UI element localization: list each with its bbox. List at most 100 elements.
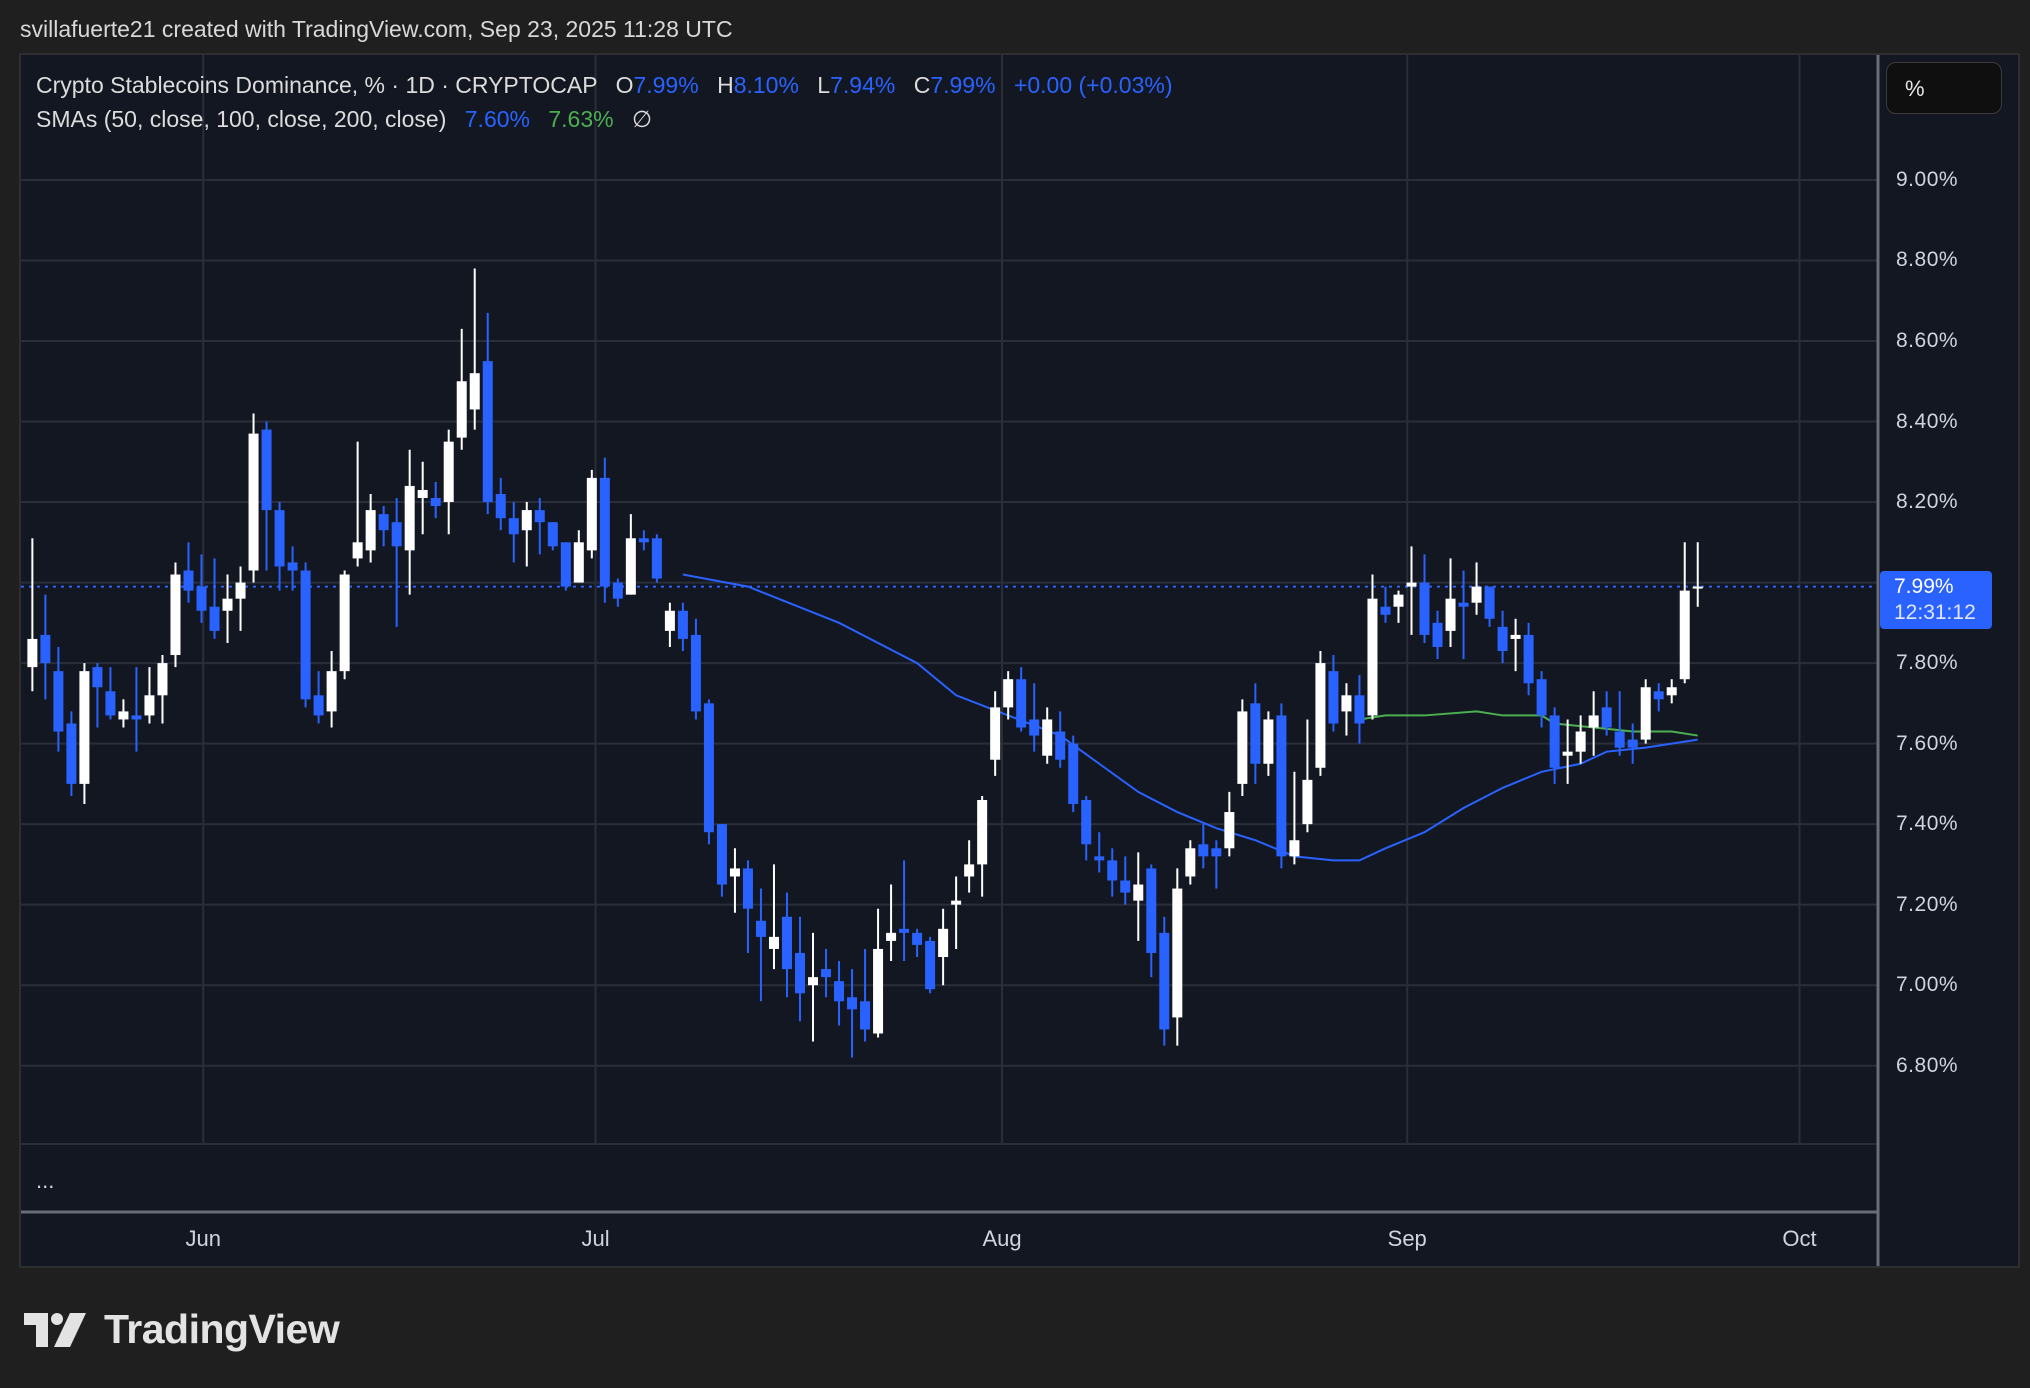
candle-up <box>144 695 155 716</box>
time-tick-label: Sep <box>1387 1226 1427 1251</box>
candle-down <box>1211 848 1222 857</box>
candle-down <box>313 695 324 716</box>
candle-down <box>1601 707 1612 728</box>
price-tick-label: 7.60% <box>1896 731 1959 755</box>
candle-down <box>1458 602 1469 607</box>
candle-down <box>690 634 701 712</box>
price-tick-label: 8.60% <box>1896 328 1959 352</box>
pane-menu-button[interactable]: ... <box>36 1168 55 1193</box>
candle-up <box>326 671 337 712</box>
sma-legend: SMAs (50, close, 100, close, 200, close)… <box>36 106 652 133</box>
candle-up <box>365 510 376 551</box>
tradingview-wordmark: TradingView <box>104 1306 340 1352</box>
candle-up <box>222 598 233 611</box>
tradingview-logo-icon <box>24 1312 86 1347</box>
candle-up <box>886 932 897 941</box>
candle-down <box>1081 799 1092 845</box>
candle-up <box>1133 884 1144 901</box>
candle-up <box>469 373 480 410</box>
candle-down <box>612 582 623 599</box>
candle-down <box>560 542 571 587</box>
candle-down <box>1497 626 1508 652</box>
candle-up <box>248 433 259 571</box>
candle-down <box>300 570 311 700</box>
candle-down <box>1523 634 1534 684</box>
candle-up <box>808 977 819 986</box>
candle-down <box>1055 731 1066 760</box>
price-tick-label: 8.40% <box>1896 409 1959 433</box>
candle-down <box>742 868 753 909</box>
time-tick-label: Oct <box>1782 1226 1817 1251</box>
candle-down <box>651 538 662 579</box>
candle-down <box>1107 860 1118 881</box>
candle-down <box>847 997 858 1010</box>
candle-up <box>1315 663 1326 768</box>
candle-down <box>66 723 77 784</box>
unit-toggle-button[interactable]: % <box>1886 62 2002 114</box>
price-tick-label: 7.40% <box>1896 812 1959 836</box>
candle-down <box>209 606 220 631</box>
candle-down <box>1250 703 1261 764</box>
open-label: O <box>615 72 634 98</box>
chart-caption: svillafuerte21 created with TradingView.… <box>20 16 733 42</box>
candle-up <box>1406 582 1417 587</box>
price-tick-label: 7.00% <box>1896 973 1959 997</box>
candle-down <box>821 969 832 978</box>
candle-down <box>638 538 649 543</box>
symbol-title[interactable]: Crypto Stablecoins Dominance, % · 1D · C… <box>36 72 598 98</box>
candle-up <box>1185 848 1196 877</box>
candle-down <box>755 920 766 937</box>
candle-up <box>1263 719 1274 764</box>
candle-down <box>196 586 207 611</box>
candle-up <box>964 864 975 877</box>
price-tick-label: 6.80% <box>1896 1053 1959 1077</box>
low-value: 7.94% <box>830 72 896 98</box>
candle-up <box>1679 590 1690 680</box>
candle-down <box>92 667 103 688</box>
candle-down <box>1484 586 1495 619</box>
candle-down <box>534 510 545 523</box>
candle-up <box>1471 586 1482 603</box>
candle-down <box>677 610 688 639</box>
candle-down <box>53 671 64 732</box>
candle-up <box>443 441 454 503</box>
candle-up <box>118 711 129 720</box>
open-value: 7.99% <box>633 72 699 98</box>
candle-down <box>899 928 910 933</box>
sma-title[interactable]: SMAs (50, close, 100, close, 200, close) <box>36 106 447 132</box>
candle-down <box>1328 671 1339 724</box>
candle-up <box>1640 687 1651 740</box>
candle-up <box>573 542 584 583</box>
candle-down <box>1536 679 1547 716</box>
sma200-value: ∅ <box>631 106 653 132</box>
candle-down <box>1653 691 1664 700</box>
candle-up <box>1445 598 1456 631</box>
time-tick-label: Jun <box>185 1226 221 1251</box>
candle-up <box>1237 711 1248 784</box>
price-tick-label: 8.20% <box>1896 490 1959 514</box>
close-value: 7.99% <box>930 72 996 98</box>
high-value: 8.10% <box>733 72 799 98</box>
candle-down <box>274 510 285 567</box>
price-tick-label: 7.80% <box>1896 651 1959 675</box>
candle-down <box>495 493 506 519</box>
time-tick-label: Aug <box>982 1226 1022 1251</box>
candle-up <box>625 538 636 595</box>
candle-up <box>157 663 168 696</box>
candle-down <box>834 981 845 1002</box>
price-tick-label: 9.00% <box>1896 167 1959 191</box>
candle-down <box>912 932 923 945</box>
price-tick-label: 8.80% <box>1896 248 1959 272</box>
candle-up <box>1692 586 1703 589</box>
candle-down <box>1198 844 1209 857</box>
candle-up <box>170 574 181 656</box>
candle-up <box>404 485 415 551</box>
candle-down <box>131 715 142 720</box>
candle-up <box>768 936 779 949</box>
symbol-legend: Crypto Stablecoins Dominance, % · 1D · C… <box>36 72 1173 99</box>
candle-down <box>1120 880 1131 893</box>
candle-down <box>105 691 116 716</box>
candle-down <box>482 361 493 503</box>
sma100-value: 7.63% <box>548 106 614 132</box>
